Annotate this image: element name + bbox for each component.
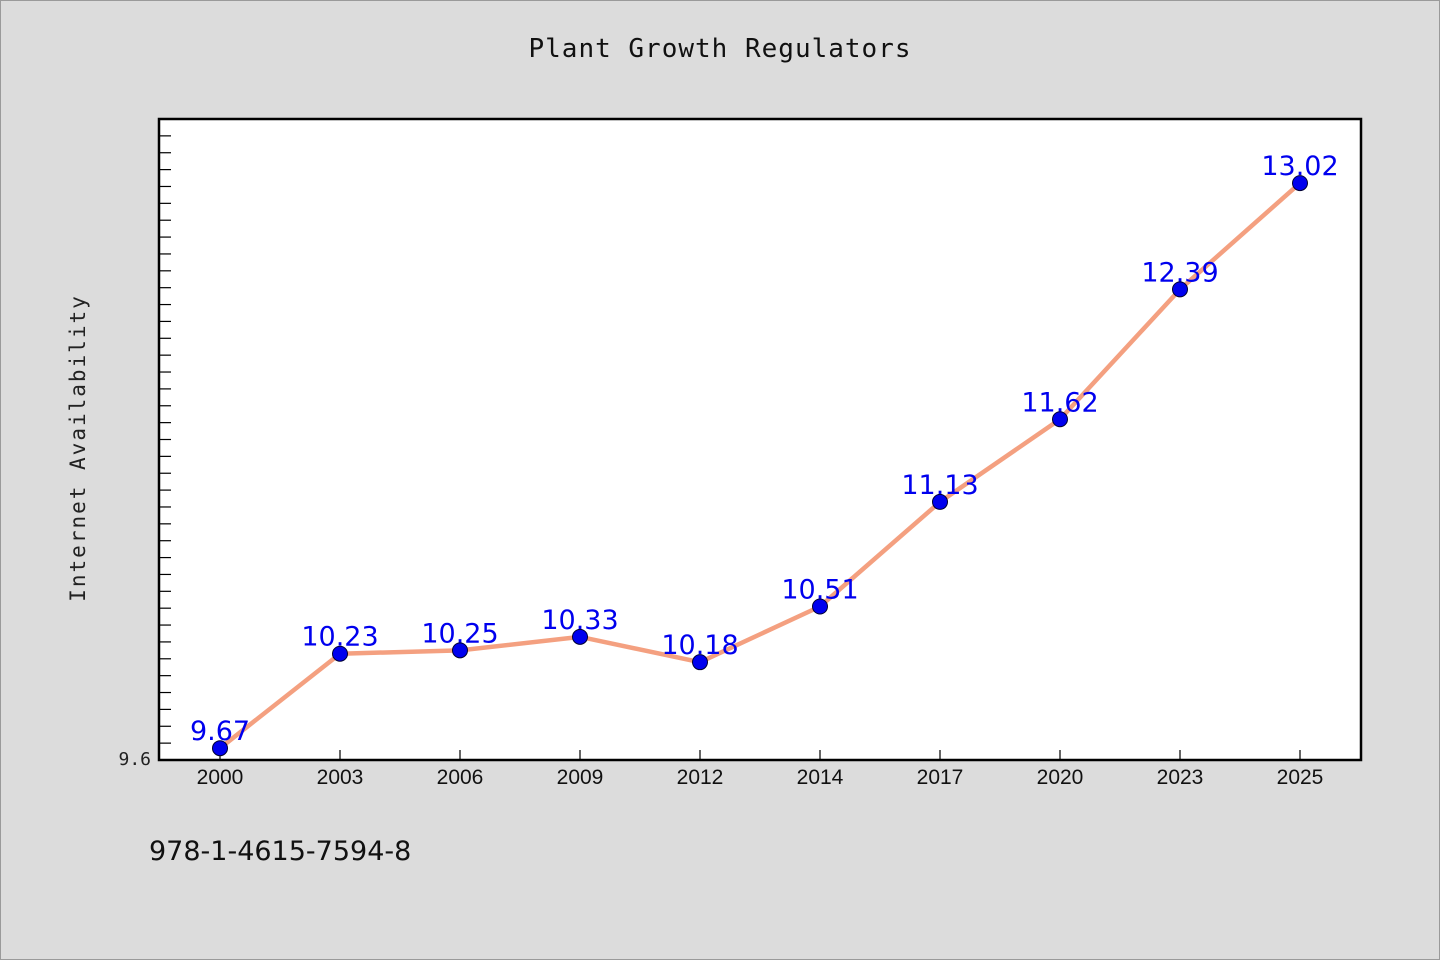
plot-area (157, 117, 1363, 762)
data-point (812, 598, 828, 615)
data-label: 11.13 (901, 470, 978, 501)
x-tick-label: 2003 (317, 766, 364, 789)
data-point (572, 628, 588, 645)
data-label: 10.25 (421, 618, 498, 649)
data-point (212, 740, 228, 757)
x-tick-label: 2009 (557, 766, 604, 789)
x-tick-label: 2000 (197, 766, 244, 789)
data-point (1052, 411, 1068, 428)
data-label: 9.67 (190, 716, 250, 747)
data-label: 12.39 (1141, 257, 1218, 288)
x-tick-label: 2017 (917, 766, 964, 789)
data-label: 13.02 (1261, 151, 1338, 182)
data-label: 10.51 (781, 574, 858, 605)
x-tick-label: 2020 (1037, 766, 1084, 789)
data-point (1172, 281, 1188, 298)
y-ticks: 9.6 (118, 118, 171, 770)
data-point (932, 493, 948, 510)
data-label: 11.62 (1021, 387, 1098, 418)
x-tick-label: 2006 (437, 766, 484, 789)
data-point (1292, 175, 1308, 192)
isbn-text: 978-1-4615-7594-8 (149, 836, 412, 867)
y-tick-label: 9.6 (118, 749, 151, 770)
data-label: 10.23 (301, 622, 378, 653)
x-tick-label: 2025 (1277, 766, 1324, 789)
data-label: 10.18 (661, 630, 738, 661)
x-tick-label: 2012 (677, 766, 724, 789)
series-line (217, 180, 1303, 751)
data-point (452, 642, 468, 659)
chart-title: Plant Growth Regulators (528, 34, 912, 64)
x-ticks: 2000 2003 2006 2009 2012 2014 2017 2020 2023 2025 (197, 750, 1324, 789)
data-label: 10.33 (541, 605, 618, 636)
markers (212, 175, 1308, 757)
data-labels: 9.67 10.23 10.25 10.33 10.18 10.51 11.13 11.62 1… (190, 151, 1339, 747)
x-tick-label: 2023 (1157, 766, 1204, 789)
data-point (332, 645, 348, 662)
data-point (692, 654, 708, 671)
x-tick-label: 2014 (797, 766, 844, 789)
